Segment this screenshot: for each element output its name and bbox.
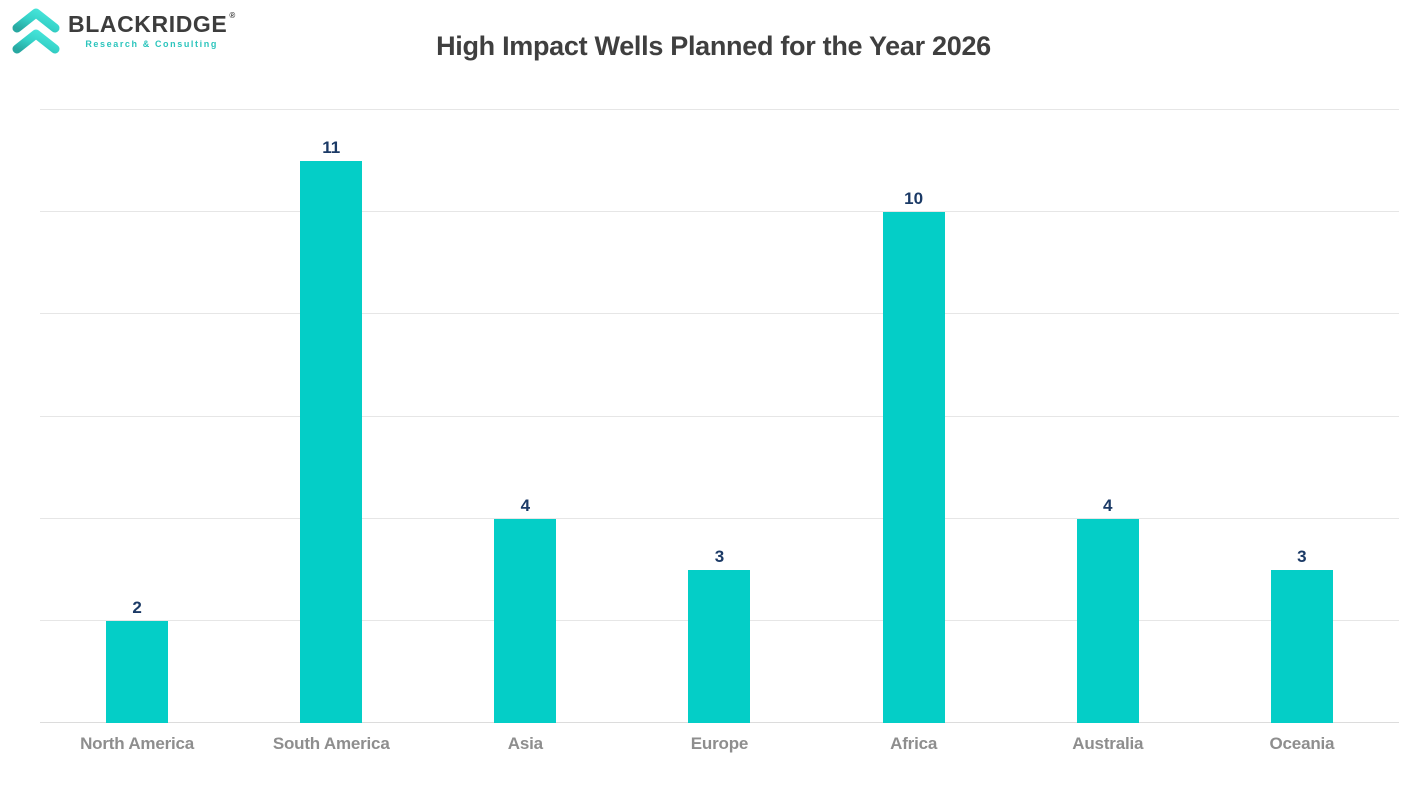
category-label: South America [272, 734, 390, 753]
bar [106, 621, 169, 723]
bar-value-label: 2 [132, 598, 142, 617]
gridline [40, 109, 1399, 110]
brand-logo: BLACKRIDGE ® Research & Consulting [10, 7, 235, 55]
chart-title: High Impact Wells Planned for the Year 2… [436, 31, 991, 61]
bar-value-label: 4 [1103, 496, 1113, 515]
bar [1270, 570, 1333, 723]
gridline [40, 313, 1399, 315]
bar-column: 3 [622, 110, 816, 723]
bar [494, 519, 557, 723]
bar-column: 4 [1011, 110, 1205, 723]
category-label: Oceania [1269, 734, 1335, 753]
gridline [40, 415, 1399, 417]
gridline [40, 211, 1399, 213]
bar-columns: 2 11 4 3 10 4 3 [40, 110, 1399, 723]
gridline [40, 517, 1399, 519]
bar [882, 212, 945, 723]
double-chevron-up-icon [12, 8, 60, 54]
bar-value-label: 10 [904, 189, 924, 208]
x-axis-labels: North America South America Asia Europe Afri… [40, 734, 1399, 754]
bar-value-label: 11 [322, 138, 341, 157]
bar-column: 11 [234, 110, 428, 723]
category-label: North America [80, 734, 195, 753]
bar [1076, 519, 1139, 723]
bar-column: 4 [428, 110, 622, 723]
plot-area: 2 11 4 3 10 4 3 [40, 109, 1399, 723]
category-label: Australia [1072, 734, 1144, 753]
brand-name: BLACKRIDGE [68, 11, 228, 37]
brand-tagline: Research & Consulting [85, 39, 218, 49]
category-label: Africa [890, 734, 938, 753]
registered-trademark-symbol: ® [229, 11, 236, 20]
bar-column: 10 [817, 110, 1011, 723]
bar-value-label: 3 [1297, 547, 1307, 566]
category-label: Asia [507, 734, 543, 753]
bar-value-label: 3 [714, 547, 725, 566]
bar-column: 3 [1205, 110, 1399, 723]
brand-text-block: BLACKRIDGE ® Research & Consulting [68, 11, 236, 49]
bar [300, 161, 363, 723]
bar-value-label: 4 [520, 496, 531, 515]
category-label: Europe [690, 734, 749, 753]
bar [688, 570, 751, 723]
bar-column: 2 [40, 110, 234, 723]
